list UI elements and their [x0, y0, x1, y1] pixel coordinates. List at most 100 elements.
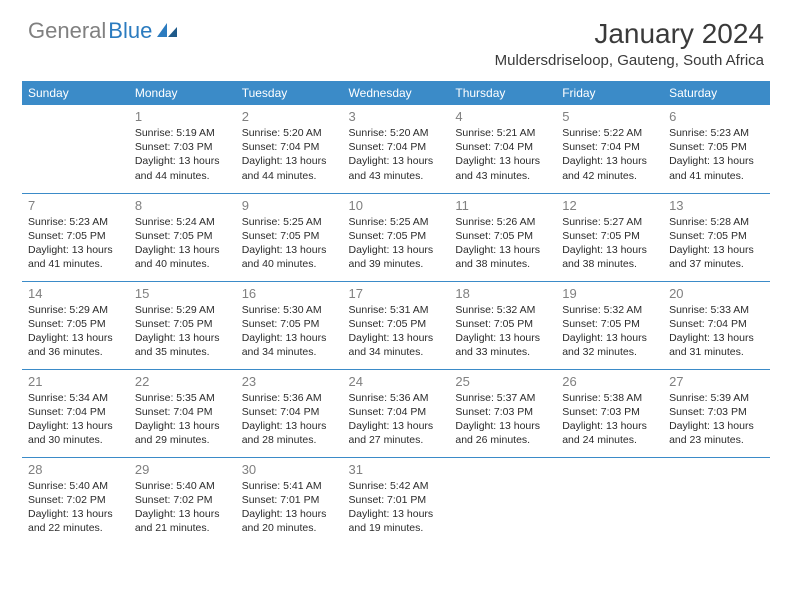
- day-number: 11: [455, 198, 550, 213]
- calendar-cell: 13Sunrise: 5:28 AMSunset: 7:05 PMDayligh…: [663, 193, 770, 281]
- day-number: 1: [135, 109, 230, 124]
- day-number: 25: [455, 374, 550, 389]
- calendar-cell: 1 Sunrise: 5:19 AMSunset: 7:03 PMDaylight…: [129, 105, 236, 193]
- calendar-cell: 28 Sunrise: 5:40 AMSunset: 7:02 PMDayligh…: [22, 457, 129, 545]
- day-number: 8: [135, 198, 230, 213]
- calendar-cell: 15Sunrise: 5:29 AMSunset: 7:05 PMDayligh…: [129, 281, 236, 369]
- weekday-header: Wednesday: [343, 81, 450, 105]
- day-number: 3: [349, 109, 444, 124]
- day-info: Sunrise: 5:37 AMSunset: 7:03 PMDaylight:…: [455, 391, 550, 448]
- calendar-body: 1 Sunrise: 5:19 AMSunset: 7:03 PMDaylight…: [22, 105, 770, 545]
- day-info: Sunrise: 5:30 AMSunset: 7:05 PMDaylight:…: [242, 303, 337, 360]
- day-info: Sunrise: 5:20 AMSunset: 7:04 PMDaylight:…: [242, 126, 337, 183]
- day-info: Sunrise: 5:27 AMSunset: 7:05 PMDaylight:…: [562, 215, 657, 272]
- calendar-cell: 30Sunrise: 5:41 AMSunset: 7:01 PMDayligh…: [236, 457, 343, 545]
- calendar-cell: 19 Sunrise: 5:32 AMSunset: 7:05 PMDayligh…: [556, 281, 663, 369]
- day-info: Sunrise: 5:32 AMSunset: 7:05 PMDaylight:…: [455, 303, 550, 360]
- calendar-cell: 4Sunrise: 5:21 AMSunset: 7:04 PMDaylight…: [449, 105, 556, 193]
- day-info: Sunrise: 5:26 AMSunset: 7:05 PMDaylight:…: [455, 215, 550, 272]
- weekday-header: Friday: [556, 81, 663, 105]
- calendar-cell: [449, 457, 556, 545]
- day-info: Sunrise: 5:40 AMSunset: 7:02 PMDaylight:…: [28, 479, 123, 536]
- day-number: 12: [562, 198, 657, 213]
- calendar-cell: 17 Sunrise: 5:31 AMSunset: 7:05 PMDayligh…: [343, 281, 450, 369]
- weekday-header: Thursday: [449, 81, 556, 105]
- weekday-header: Sunday: [22, 81, 129, 105]
- calendar-cell: 2 Sunrise: 5:20 AMSunset: 7:04 PMDaylight…: [236, 105, 343, 193]
- day-info: Sunrise: 5:20 AMSunset: 7:04 PMDaylight:…: [349, 126, 444, 183]
- calendar-table: SundayMondayTuesdayWednesdayThursdayFrid…: [22, 81, 770, 545]
- day-number: 20: [669, 286, 764, 301]
- day-number: 28: [28, 462, 123, 477]
- day-number: 21: [28, 374, 123, 389]
- calendar-cell: 12 Sunrise: 5:27 AMSunset: 7:05 PMDayligh…: [556, 193, 663, 281]
- day-info: Sunrise: 5:34 AMSunset: 7:04 PMDaylight:…: [28, 391, 123, 448]
- day-number: 7: [28, 198, 123, 213]
- day-info: Sunrise: 5:38 AMSunset: 7:03 PMDaylight:…: [562, 391, 657, 448]
- day-number: 18: [455, 286, 550, 301]
- day-info: Sunrise: 5:42 AMSunset: 7:01 PMDaylight:…: [349, 479, 444, 536]
- flag-icon: [157, 21, 179, 42]
- logo: General Blue: [28, 18, 179, 44]
- title-block: January 2024 Muldersdriseloop, Gauteng, …: [495, 18, 764, 69]
- month-title: January 2024: [495, 18, 764, 50]
- day-number: 26: [562, 374, 657, 389]
- calendar-cell: 14 Sunrise: 5:29 AMSunset: 7:05 PMDayligh…: [22, 281, 129, 369]
- day-info: Sunrise: 5:23 AMSunset: 7:05 PMDaylight:…: [669, 126, 764, 183]
- day-info: Sunrise: 5:31 AMSunset: 7:05 PMDaylight:…: [349, 303, 444, 360]
- calendar-cell: 24 Sunrise: 5:36 AMSunset: 7:04 PMDayligh…: [343, 369, 450, 457]
- day-number: 30: [242, 462, 337, 477]
- calendar-cell: 10 Sunrise: 5:25 AMSunset: 7:05 PMDayligh…: [343, 193, 450, 281]
- day-info: Sunrise: 5:32 AMSunset: 7:05 PMDaylight:…: [562, 303, 657, 360]
- calendar-cell: 20 Sunrise: 5:33 AMSunset: 7:04 PMDayligh…: [663, 281, 770, 369]
- day-number: 6: [669, 109, 764, 124]
- calendar-cell: [22, 105, 129, 193]
- day-info: Sunrise: 5:36 AMSunset: 7:04 PMDaylight:…: [349, 391, 444, 448]
- day-info: Sunrise: 5:33 AMSunset: 7:04 PMDaylight:…: [669, 303, 764, 360]
- logo-text-blue: Blue: [108, 18, 152, 44]
- day-number: 19: [562, 286, 657, 301]
- day-info: Sunrise: 5:36 AMSunset: 7:04 PMDaylight:…: [242, 391, 337, 448]
- calendar-cell: 21 Sunrise: 5:34 AMSunset: 7:04 PMDayligh…: [22, 369, 129, 457]
- day-number: 29: [135, 462, 230, 477]
- day-info: Sunrise: 5:25 AMSunset: 7:05 PMDaylight:…: [349, 215, 444, 272]
- day-number: 27: [669, 374, 764, 389]
- weekday-header: Saturday: [663, 81, 770, 105]
- day-number: 9: [242, 198, 337, 213]
- calendar-cell: 27 Sunrise: 5:39 AMSunset: 7:03 PMDayligh…: [663, 369, 770, 457]
- header: General Blue January 2024 Muldersdriselo…: [0, 0, 792, 73]
- day-info: Sunrise: 5:22 AMSunset: 7:04 PMDaylight:…: [562, 126, 657, 183]
- day-number: 31: [349, 462, 444, 477]
- day-info: Sunrise: 5:29 AMSunset: 7:05 PMDaylight:…: [28, 303, 123, 360]
- day-number: 2: [242, 109, 337, 124]
- day-number: 22: [135, 374, 230, 389]
- calendar-cell: 3 Sunrise: 5:20 AMSunset: 7:04 PMDaylight…: [343, 105, 450, 193]
- day-number: 16: [242, 286, 337, 301]
- calendar-cell: 6 Sunrise: 5:23 AMSunset: 7:05 PMDaylight…: [663, 105, 770, 193]
- day-number: 10: [349, 198, 444, 213]
- day-info: Sunrise: 5:21 AMSunset: 7:04 PMDaylight:…: [455, 126, 550, 183]
- day-info: Sunrise: 5:29 AMSunset: 7:05 PMDaylight:…: [135, 303, 230, 360]
- weekday-header: Monday: [129, 81, 236, 105]
- day-info: Sunrise: 5:19 AMSunset: 7:03 PMDaylight:…: [135, 126, 230, 183]
- calendar-cell: 26 Sunrise: 5:38 AMSunset: 7:03 PMDayligh…: [556, 369, 663, 457]
- calendar-cell: 11 Sunrise: 5:26 AMSunset: 7:05 PMDayligh…: [449, 193, 556, 281]
- day-info: Sunrise: 5:39 AMSunset: 7:03 PMDaylight:…: [669, 391, 764, 448]
- day-info: Sunrise: 5:35 AMSunset: 7:04 PMDaylight:…: [135, 391, 230, 448]
- calendar-cell: 29 Sunrise: 5:40 AMSunset: 7:02 PMDayligh…: [129, 457, 236, 545]
- calendar-cell: 5Sunrise: 5:22 AMSunset: 7:04 PMDaylight…: [556, 105, 663, 193]
- day-number: 13: [669, 198, 764, 213]
- day-number: 17: [349, 286, 444, 301]
- calendar-cell: [663, 457, 770, 545]
- day-info: Sunrise: 5:40 AMSunset: 7:02 PMDaylight:…: [135, 479, 230, 536]
- day-number: 24: [349, 374, 444, 389]
- calendar-cell: 25 Sunrise: 5:37 AMSunset: 7:03 PMDayligh…: [449, 369, 556, 457]
- calendar-cell: [556, 457, 663, 545]
- location: Muldersdriseloop, Gauteng, South Africa: [495, 52, 764, 69]
- day-info: Sunrise: 5:25 AMSunset: 7:05 PMDaylight:…: [242, 215, 337, 272]
- calendar-cell: 7Sunrise: 5:23 AMSunset: 7:05 PMDaylight…: [22, 193, 129, 281]
- calendar-cell: 31 Sunrise: 5:42 AMSunset: 7:01 PMDayligh…: [343, 457, 450, 545]
- day-info: Sunrise: 5:24 AMSunset: 7:05 PMDaylight:…: [135, 215, 230, 272]
- calendar-cell: 22 Sunrise: 5:35 AMSunset: 7:04 PMDayligh…: [129, 369, 236, 457]
- day-number: 14: [28, 286, 123, 301]
